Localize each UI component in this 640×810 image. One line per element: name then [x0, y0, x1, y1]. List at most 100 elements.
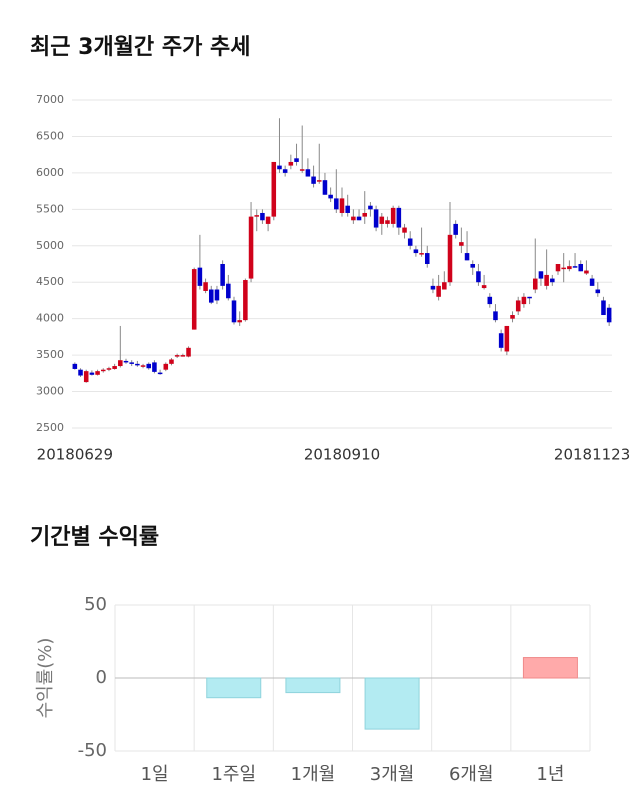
candle-body — [561, 267, 566, 270]
x-tick-label: 20181123 — [554, 446, 630, 464]
candle-body — [339, 198, 345, 213]
candle-body — [248, 216, 254, 279]
candle-body — [334, 198, 339, 210]
candle-body — [288, 161, 294, 166]
candle-body — [112, 366, 117, 369]
candle-body — [527, 296, 532, 299]
candle-body — [515, 300, 521, 312]
candle-body — [481, 285, 487, 289]
candle-body — [396, 207, 402, 228]
y-tick-label: 4000 — [36, 312, 64, 325]
candle-body — [260, 212, 265, 221]
candle-body — [100, 369, 106, 372]
candle-body — [203, 282, 208, 291]
candle-body — [584, 270, 589, 274]
candle-body — [208, 289, 214, 303]
candle-body — [424, 253, 430, 264]
candle-body — [277, 165, 282, 170]
candle-body — [589, 278, 595, 286]
candle-body — [83, 371, 89, 383]
chart-title: 최근 3개월간 주가 추세 — [30, 35, 250, 60]
x-tick-label: 1개월 — [291, 764, 336, 785]
candle-body — [447, 234, 453, 283]
candle-body — [356, 216, 362, 221]
candle-body — [135, 363, 140, 366]
candle-body — [118, 360, 123, 367]
candle-body — [538, 271, 544, 279]
candle-body — [72, 363, 78, 369]
candle-body — [390, 207, 396, 224]
candle-body — [243, 280, 248, 321]
y-tick-label: 7000 — [36, 93, 64, 106]
candle-body — [305, 169, 311, 177]
candle-body — [140, 365, 146, 367]
candle-body — [436, 285, 441, 297]
y-tick-label: 3500 — [36, 348, 64, 361]
candle-body — [385, 220, 390, 224]
bar — [364, 677, 420, 730]
candle-body — [226, 283, 231, 299]
candle-body — [470, 264, 476, 268]
candle-body — [174, 355, 180, 357]
candle-body — [328, 194, 333, 199]
candle-body — [78, 369, 83, 376]
candle-body — [476, 271, 481, 283]
x-tick-label: 20180629 — [37, 446, 113, 464]
candle-body — [572, 266, 578, 268]
candle-body — [197, 267, 203, 286]
y-tick-label: 5000 — [36, 239, 64, 252]
candle-body — [498, 333, 504, 348]
candle-body — [442, 282, 447, 290]
candle-body — [294, 158, 299, 162]
candle-body — [237, 320, 242, 323]
candle-body — [464, 253, 470, 261]
candle-body — [504, 325, 510, 352]
candle-body — [129, 362, 134, 364]
y-tick-label: 6500 — [36, 129, 64, 142]
candle-body — [510, 315, 515, 319]
candle-body — [595, 289, 601, 294]
candle-body — [453, 223, 458, 235]
candle-body — [550, 278, 555, 283]
candle-body — [419, 253, 424, 255]
candle-body — [231, 300, 237, 323]
candle-body — [368, 205, 373, 210]
bar — [285, 677, 341, 694]
y-tick-label: 4500 — [36, 275, 64, 288]
chart-title: 기간별 수익률 — [30, 525, 159, 550]
y-tick-label: 5500 — [36, 202, 64, 215]
candle-body — [214, 289, 220, 301]
candle-body — [157, 372, 163, 375]
candle-body — [106, 368, 112, 370]
candle-body — [606, 307, 612, 323]
candle-body — [220, 264, 225, 286]
candle-body — [521, 296, 527, 305]
candle-body — [402, 227, 407, 233]
candle-body — [163, 363, 169, 370]
bar — [206, 677, 262, 699]
candle-body — [254, 215, 260, 217]
y-tick-label: 2500 — [36, 421, 64, 434]
candle-body — [186, 347, 191, 357]
candle-body — [191, 269, 197, 330]
candle-body — [311, 176, 316, 184]
candle-body — [299, 169, 305, 171]
candle-body — [373, 209, 379, 228]
candle-body — [555, 264, 561, 272]
y-tick-label: 50 — [84, 594, 107, 615]
candle-body — [345, 205, 350, 213]
candle-body — [271, 161, 277, 217]
candle-body — [544, 274, 549, 286]
x-tick-label: 1주일 — [211, 764, 256, 785]
candle-body — [459, 242, 464, 246]
candle-body — [567, 266, 572, 270]
candle-body — [95, 371, 100, 375]
candle-body — [169, 359, 174, 364]
candle-body — [601, 300, 606, 316]
candle-body — [362, 212, 368, 217]
candle-body — [123, 360, 129, 363]
candle-body — [487, 296, 493, 305]
x-tick-label: 1년 — [536, 764, 564, 785]
candle-body — [493, 311, 498, 321]
bar — [522, 657, 578, 679]
